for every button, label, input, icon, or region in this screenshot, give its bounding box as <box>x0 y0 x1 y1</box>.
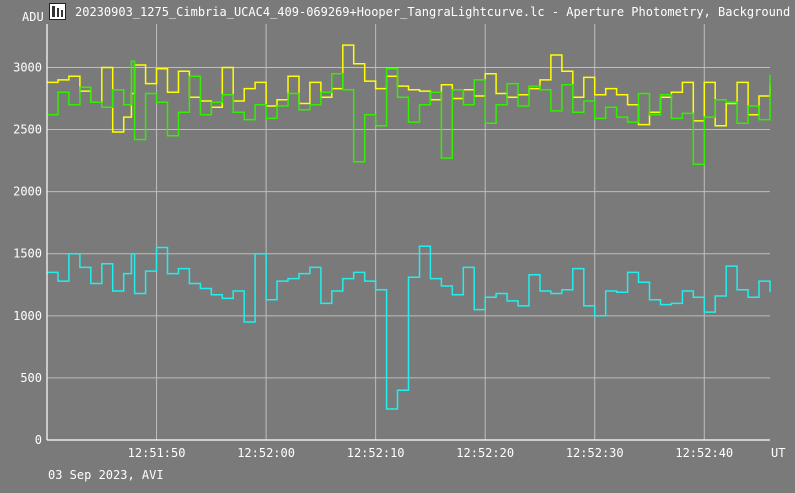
x-tick-label-2: 12:52:10 <box>347 446 405 460</box>
x-axis-label: UT <box>771 446 785 460</box>
x-tick-label-5: 12:52:40 <box>675 446 733 460</box>
y-tick-label-4: 2000 <box>13 185 42 199</box>
title-bar: ADU 20230903_1275_Cimbria_UCAC4_409-0692… <box>0 0 795 24</box>
y-axis-label: ADU <box>22 10 44 24</box>
y-tick-label-0: 0 <box>35 433 42 447</box>
series-line-0 <box>47 44 771 133</box>
lightcurve-app-icon[interactable] <box>49 3 66 20</box>
tick-labels: 0 500 1000 1500 2000 2500 3000 12:51:50 12:52:00… <box>13 60 785 460</box>
y-tick-label-5: 2500 <box>13 123 42 137</box>
x-tick-label-3: 12:52:20 <box>456 446 514 460</box>
x-tick-label-0: 12:51:50 <box>128 446 186 460</box>
y-tick-label-2: 1000 <box>13 309 42 323</box>
series-line-2 <box>47 245 771 410</box>
chart-title: 20230903_1275_Cimbria_UCAC4_409-069269+H… <box>75 5 791 19</box>
series-line-1 <box>47 60 771 166</box>
axes <box>46 24 770 441</box>
x-tick-label-1: 12:52:00 <box>237 446 295 460</box>
y-tick-label-6: 3000 <box>13 60 42 74</box>
footer-date-note: 03 Sep 2023, AVI <box>48 468 164 482</box>
y-tick-label-3: 1500 <box>13 247 42 261</box>
series-lines <box>47 44 771 410</box>
x-tick-label-4: 12:52:30 <box>566 446 624 460</box>
y-tick-label-1: 500 <box>20 371 42 385</box>
